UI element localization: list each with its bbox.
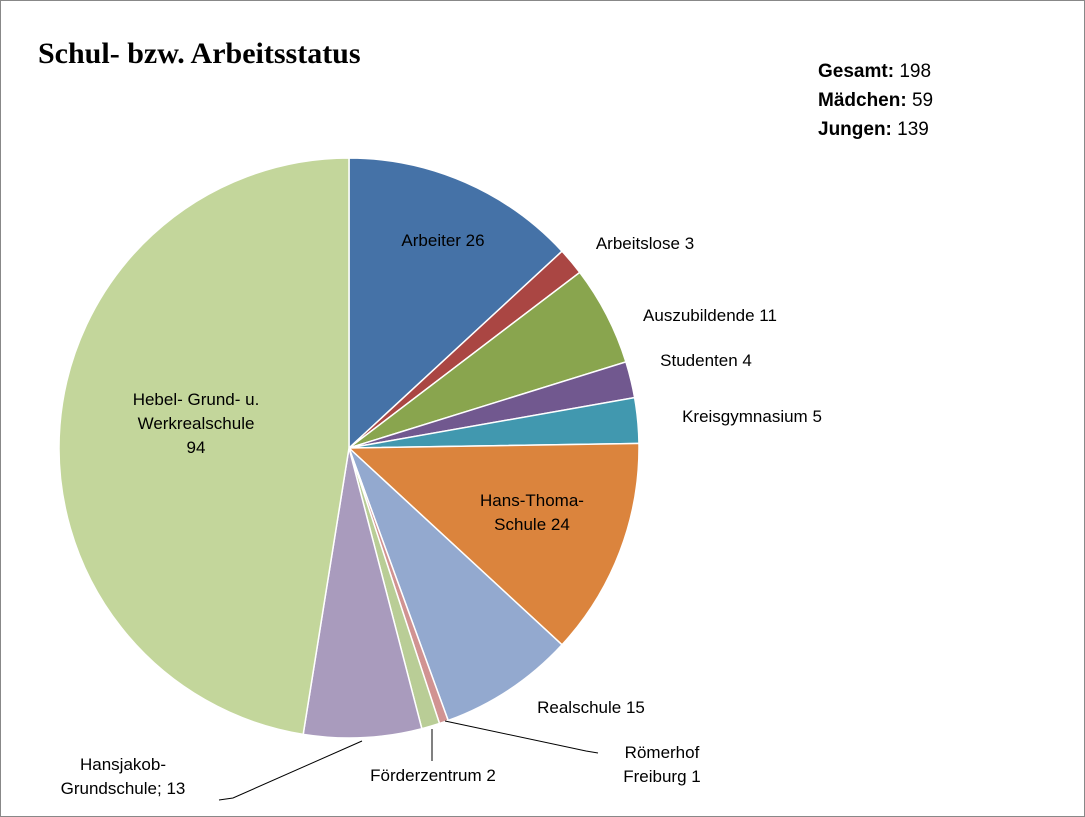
leader-lines bbox=[218, 720, 599, 801]
slice-value: 13 bbox=[166, 779, 186, 798]
slice-value: 4 bbox=[742, 351, 752, 370]
slice-label: Hebel- Grund- u. Werkrealschule 94 bbox=[101, 388, 291, 460]
slice-category: Hansjakob-Grundschule; bbox=[60, 755, 166, 798]
slice-label: Hans-Thoma-Schule 24 bbox=[467, 489, 597, 537]
slice-label: Arbeiter 26 bbox=[401, 229, 484, 253]
slice-category: Hebel- Grund- u. Werkrealschule bbox=[132, 390, 260, 433]
slice-value: 94 bbox=[186, 438, 206, 457]
total-label: Gesamt: bbox=[818, 61, 895, 82]
total-value: 59 bbox=[911, 90, 934, 111]
slice-label: Realschule 15 bbox=[537, 696, 645, 720]
slice-value: 5 bbox=[812, 407, 822, 426]
slices bbox=[58, 157, 640, 739]
slice-value: 15 bbox=[625, 698, 645, 717]
slice-value: 3 bbox=[684, 234, 695, 253]
slice-value: 1 bbox=[691, 767, 701, 786]
pie-slice bbox=[347, 442, 640, 646]
pie-slice bbox=[348, 447, 564, 722]
slice-category: Auszubildende bbox=[643, 306, 755, 325]
total-value: 198 bbox=[899, 61, 932, 82]
slice-value: 26 bbox=[465, 231, 485, 250]
slice-category: Römerhof Freiburg bbox=[623, 743, 700, 786]
slice-category: Kreisgymnasium bbox=[682, 407, 808, 426]
total-label: Jungen: bbox=[818, 119, 892, 140]
pie-slice bbox=[348, 157, 564, 450]
slice-value: 11 bbox=[759, 306, 777, 325]
slice-label: Arbeitslose 3 bbox=[596, 232, 694, 256]
leader-line bbox=[218, 740, 363, 801]
slice-label: Hansjakob-Grundschule; 13 bbox=[43, 753, 203, 801]
total-row: Mädchen: 59 bbox=[818, 90, 933, 112]
pie-slice bbox=[302, 447, 423, 739]
slice-category: Studenten bbox=[660, 351, 738, 370]
slice-value: 2 bbox=[486, 766, 496, 785]
total-value: 139 bbox=[897, 119, 929, 140]
slice-label: Auszubildende 11 bbox=[643, 304, 777, 328]
slice-label: Förderzentrum 2 bbox=[370, 764, 496, 788]
pie-slice bbox=[58, 157, 350, 736]
total-label: Mädchen: bbox=[818, 90, 907, 111]
slice-label: Kreisgymnasium 5 bbox=[682, 405, 822, 429]
chart-title: Schul- bzw. Arbeitsstatus bbox=[38, 37, 361, 70]
leader-line bbox=[444, 720, 599, 754]
slice-category: Hans-Thoma-Schule bbox=[480, 491, 584, 534]
slice-value: 24 bbox=[550, 515, 570, 534]
slice-category: Realschule bbox=[537, 698, 622, 717]
slice-category: Förderzentrum bbox=[370, 766, 482, 785]
slice-label: Studenten 4 bbox=[660, 349, 752, 373]
total-row: Jungen: 139 bbox=[818, 119, 929, 141]
slice-category: Arbeiter bbox=[401, 231, 461, 250]
total-row: Gesamt: 198 bbox=[818, 61, 931, 83]
slice-category: Arbeitslose bbox=[595, 234, 680, 253]
slice-label: Römerhof Freiburg 1 bbox=[607, 741, 717, 789]
